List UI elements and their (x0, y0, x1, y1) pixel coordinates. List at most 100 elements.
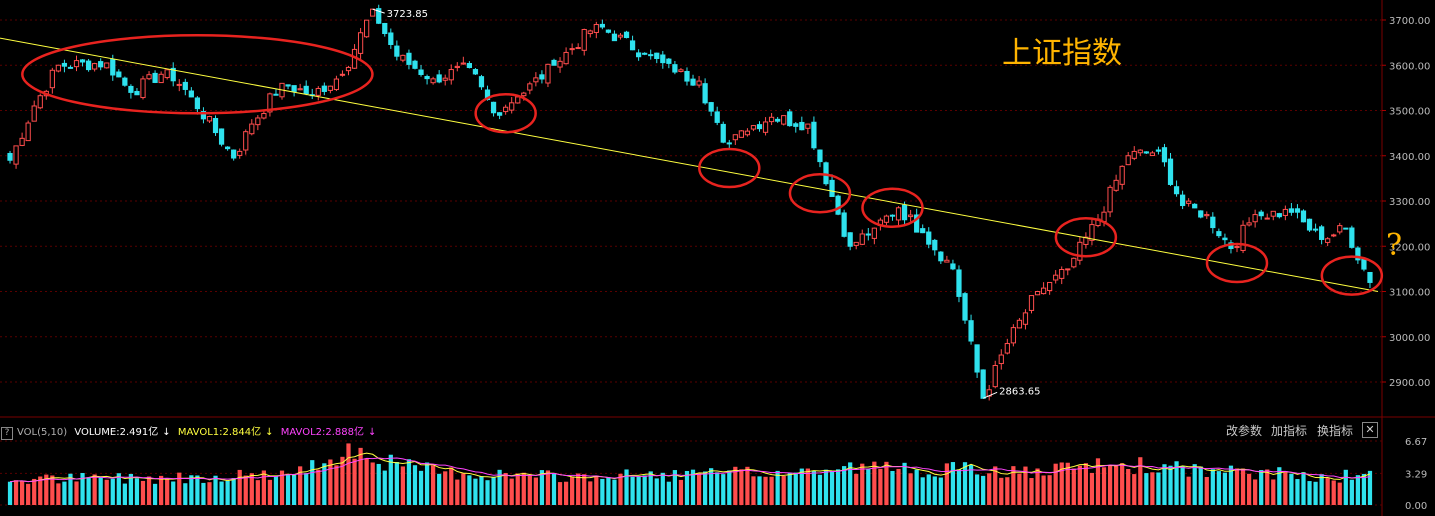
volume-bar (431, 465, 436, 505)
candle-down (968, 320, 974, 342)
volume-bar (884, 461, 889, 505)
volume-bar (207, 482, 212, 505)
volume-bar (1041, 475, 1046, 505)
volume-bar (854, 473, 859, 505)
candle-down (1155, 149, 1162, 152)
candle-up (998, 354, 1004, 365)
volume-bar (1053, 463, 1058, 505)
candle-up (1059, 268, 1065, 279)
candle-down (1306, 218, 1313, 231)
candle-up (442, 77, 448, 81)
candle-down (980, 369, 986, 399)
highlight-circle (698, 147, 761, 189)
candle-up (521, 92, 527, 97)
candle-up (678, 69, 684, 72)
high-pointer (372, 8, 385, 14)
volume-bar (1216, 471, 1221, 505)
volume-bar (527, 474, 532, 505)
volume-bar (1349, 479, 1354, 505)
price-tick-label: 2900.00 (1389, 378, 1430, 389)
volume-bar (974, 474, 980, 505)
volume-bar (201, 482, 206, 505)
vol-indicator-name: VOL(5,10) (17, 427, 68, 438)
volume-bar (1337, 482, 1342, 505)
volume-bar (860, 463, 865, 505)
volume-bar (1017, 473, 1022, 505)
candle-down (1192, 203, 1198, 209)
volume-bar (68, 473, 73, 505)
volume-bar (1192, 464, 1197, 505)
volume-bar (606, 477, 611, 505)
volume-bar (932, 476, 937, 505)
candle-up (261, 112, 267, 119)
candle-down (714, 111, 720, 123)
volume-bar (322, 463, 327, 505)
close-panel-button[interactable]: ✕ (1362, 422, 1378, 438)
volume-bar (1198, 466, 1203, 505)
volume-bar (678, 479, 684, 505)
volume-bar (352, 458, 357, 505)
candle-up (744, 130, 751, 136)
modify-params-button[interactable]: 改参数 (1226, 424, 1263, 438)
highlight-circle (474, 92, 537, 134)
low-pointer (982, 391, 998, 399)
volume-bar (26, 483, 31, 505)
candle-down (418, 69, 424, 75)
candle-up (533, 77, 539, 83)
candle-up (176, 83, 182, 86)
volume-bar (473, 478, 478, 505)
volume-bar (1331, 480, 1336, 505)
volume-bar (1361, 473, 1367, 505)
candle-up (503, 106, 509, 113)
volume-bar (388, 454, 393, 505)
candle-down (599, 23, 605, 28)
volume-bar (443, 471, 448, 505)
volume-bar (1210, 469, 1215, 505)
volume-bar (1301, 472, 1306, 505)
candle-down (224, 146, 231, 150)
candle-down (702, 83, 708, 104)
candle-down (1179, 194, 1186, 207)
indicator-help-icon[interactable]: ? (1, 427, 13, 440)
volume-bar (467, 475, 472, 505)
candle-down (116, 71, 122, 78)
candle-down (376, 8, 382, 24)
volume-bar (920, 477, 925, 505)
candle-down (188, 90, 194, 98)
volume-bar (1138, 457, 1143, 505)
down-arrow-icon: ↓ (162, 427, 171, 438)
candle-down (932, 239, 938, 251)
candle-down (490, 101, 497, 114)
volume-bar (1180, 465, 1185, 505)
candle-up (515, 96, 521, 104)
volume-bar (231, 478, 236, 505)
candle-down (605, 29, 612, 33)
add-indicator-button[interactable]: 加指标 (1271, 424, 1308, 438)
candle-up (1325, 238, 1331, 243)
volume-bar (146, 476, 152, 505)
candle-down (835, 195, 841, 215)
volume-bar (44, 474, 49, 505)
volume-bar (80, 472, 85, 505)
volume-bar (1289, 473, 1294, 505)
volume-bar (1240, 468, 1246, 505)
candle-up (104, 62, 110, 69)
volume-bar (890, 470, 895, 505)
candle-down (811, 121, 817, 149)
change-indicator-button[interactable]: 换指标 (1317, 424, 1354, 438)
candle-up (569, 48, 575, 51)
candle-down (841, 212, 847, 237)
volume-bar (1162, 464, 1167, 505)
volume-bar (648, 471, 653, 505)
candle-down (412, 60, 418, 69)
candle-down (466, 63, 473, 69)
volume-bar (1156, 472, 1161, 505)
candle-up (895, 207, 902, 221)
volume-bar (358, 447, 363, 505)
highlight-circle (861, 187, 924, 229)
candle-down (756, 124, 763, 130)
volume-bar (654, 478, 659, 505)
volume-bar (896, 468, 901, 505)
candle-down (170, 67, 176, 82)
volume-bar (757, 476, 762, 505)
